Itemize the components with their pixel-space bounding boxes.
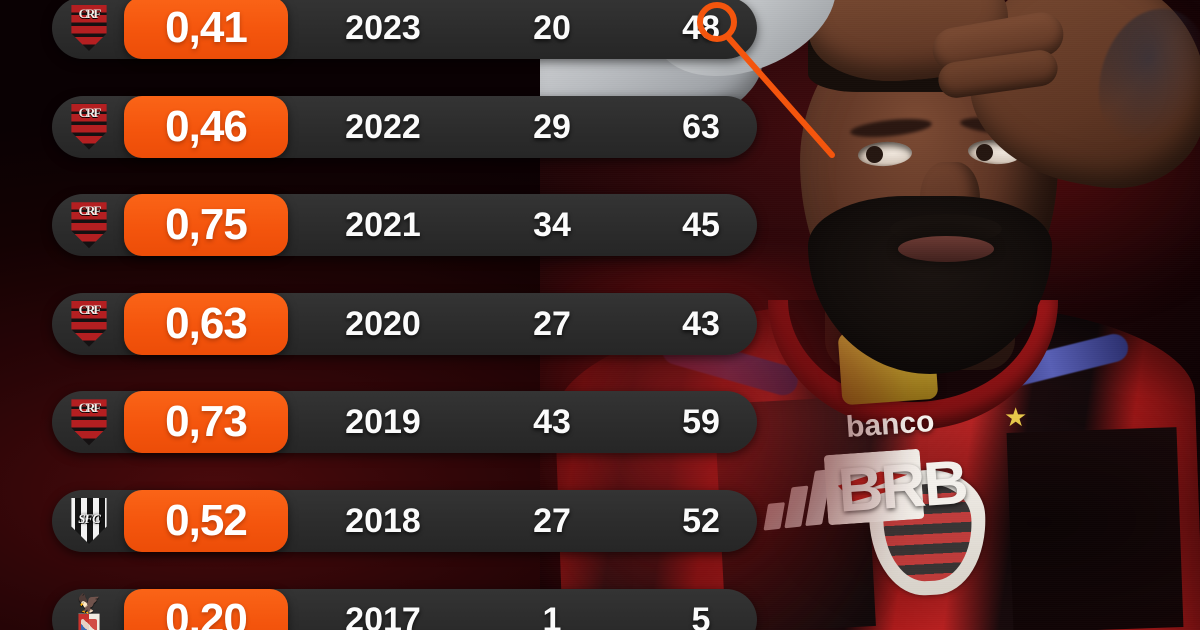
club-crest-cell [52,96,126,158]
club-crest-cell [52,194,126,256]
season-cell: 2018 [345,502,421,540]
flamengo-crest-icon [71,103,107,150]
flamengo-crest-icon [71,300,107,347]
club-crest-cell [52,0,126,59]
games-cell: 43 [682,304,720,343]
games-cell: 52 [682,502,720,540]
table-row[interactable]: 🦅 0,20 2017 1 5 [52,588,757,630]
games-cell: 59 [682,403,720,442]
season-cell: 2023 [345,9,421,47]
shield-icon [78,613,100,630]
season-cell: 2022 [345,107,421,146]
flamengo-crest-icon [71,202,107,249]
eagle-icon: 🦅 [77,593,101,615]
table-row[interactable]: 0,52 2018 27 52 [52,490,757,552]
games-cell: 48 [682,9,720,47]
ratio-badge: 0,63 [124,292,288,355]
stats-table: 0,41 2023 20 48 0,46 2022 29 63 0,75 2021 34 45 0,63… [0,0,790,630]
ratio-badge: 0,41 [124,0,288,59]
table-row[interactable]: 0,46 2022 29 63 [52,95,757,158]
table-row[interactable]: 0,63 2020 27 43 [52,292,757,355]
benfica-crest-icon: 🦅 [69,593,109,630]
flamengo-crest-icon [71,5,107,51]
ratio-badge: 0,46 [124,95,288,158]
season-cell: 2019 [345,403,421,442]
club-crest-cell [52,490,126,552]
season-cell: 2017 [345,600,421,630]
goals-cell: 1 [542,600,562,630]
goals-cell: 27 [533,304,571,343]
table-row[interactable]: 0,75 2021 34 45 [52,194,757,257]
ratio-badge: 0,52 [124,490,288,552]
club-crest-cell [52,293,126,355]
games-cell: 63 [682,107,720,146]
season-cell: 2020 [345,304,421,343]
ratio-badge: 0,75 [124,194,288,257]
santos-crest-icon [71,498,107,544]
flamengo-crest-icon [71,399,107,446]
ratio-badge: 0,73 [124,391,288,454]
club-crest-cell [52,391,126,453]
games-cell: 5 [691,600,711,630]
club-crest-cell: 🦅 [52,589,126,630]
ratio-badge: 0,20 [124,588,288,630]
goals-cell: 29 [533,107,571,146]
goals-cell: 27 [533,502,571,540]
games-cell: 45 [682,206,720,245]
goals-cell: 43 [533,403,571,442]
season-cell: 2021 [345,206,421,245]
table-row[interactable]: 0,73 2019 43 59 [52,391,757,454]
table-row[interactable]: 0,41 2023 20 48 [52,0,757,59]
goals-cell: 34 [533,206,571,245]
goals-cell: 20 [533,9,571,47]
